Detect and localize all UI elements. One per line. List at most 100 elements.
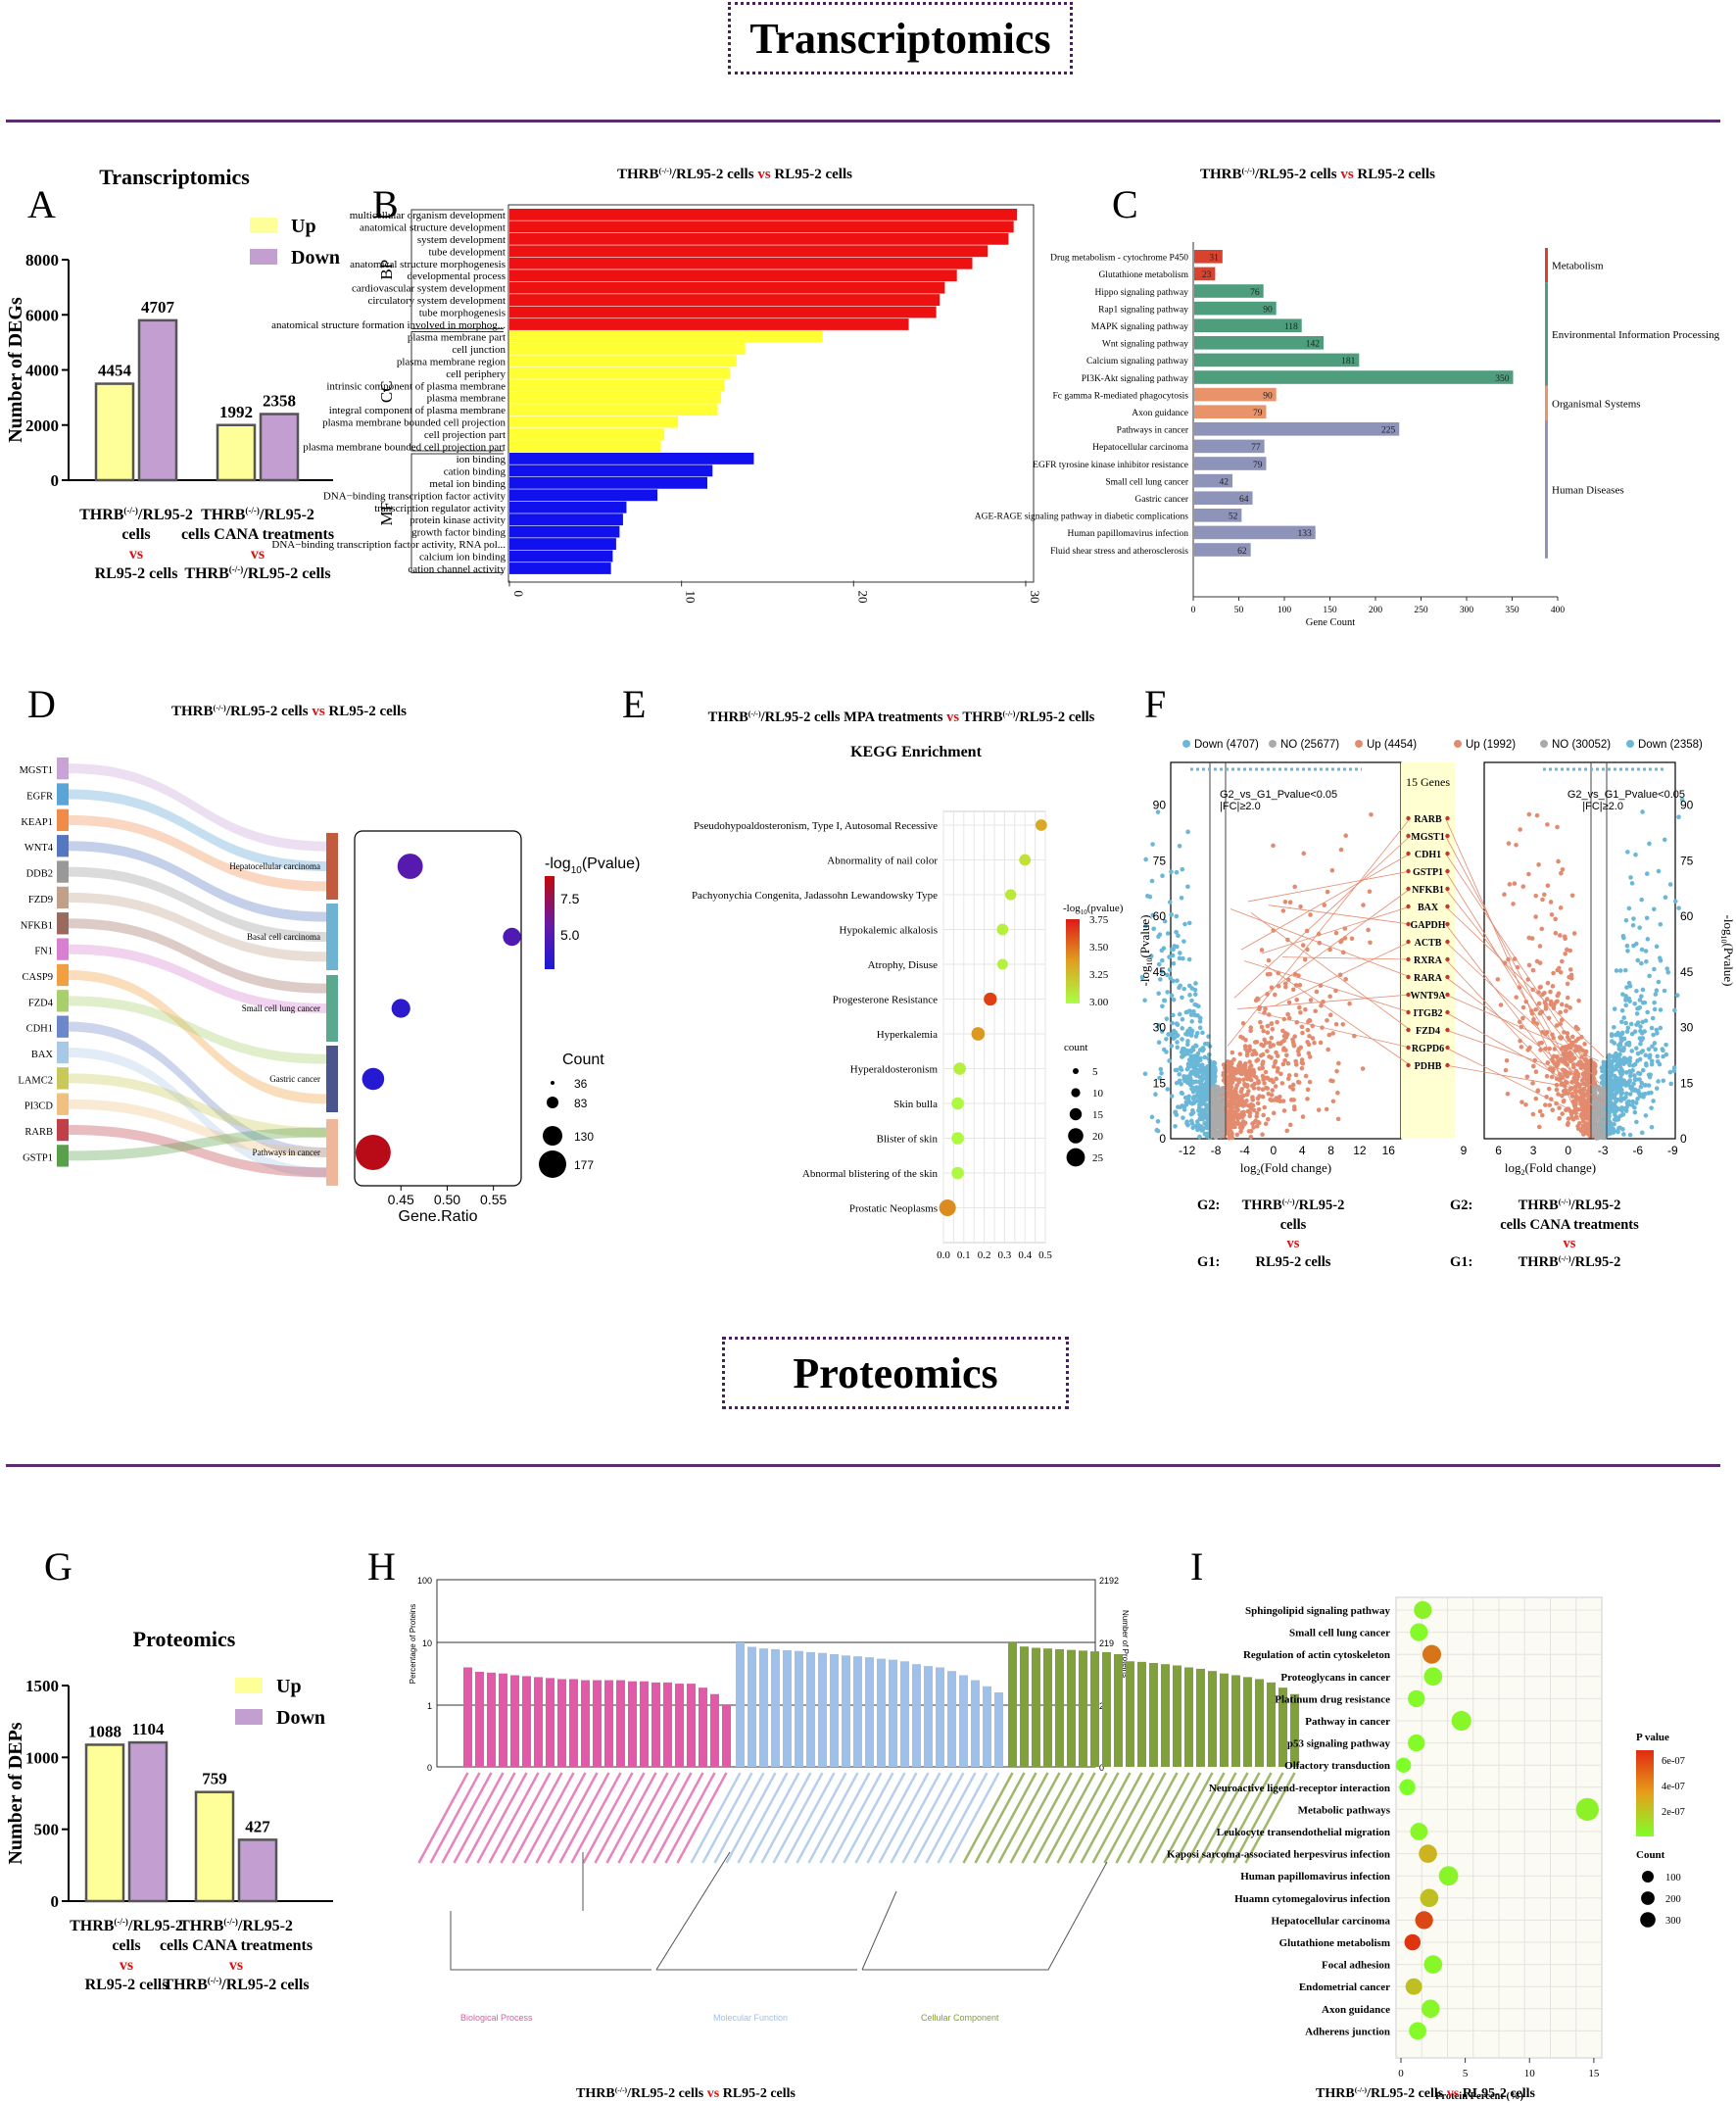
volcano-point — [1639, 897, 1644, 903]
category-label: Organismal Systems — [1552, 398, 1641, 410]
term-label: Pathway in cancer — [1305, 1716, 1390, 1728]
x-tick-label: 0.2 — [978, 1249, 991, 1261]
volcano-point — [1188, 1118, 1194, 1124]
volcano-point — [1540, 992, 1546, 998]
volcano-point — [1156, 934, 1161, 939]
volcano-point — [1526, 871, 1531, 877]
volcano-point — [1281, 1038, 1286, 1044]
term-label-mark — [713, 1772, 765, 1864]
group-label-line1: THRB(-/-)/RL95-2 — [179, 1917, 293, 1934]
volcano-point — [1167, 1058, 1172, 1063]
term-label-mark — [725, 1772, 777, 1864]
volcano-point — [1658, 921, 1664, 927]
kegg-bar — [1194, 422, 1400, 436]
volcano-point — [1239, 1126, 1244, 1131]
bubble-point — [1399, 1779, 1416, 1796]
term-label-mark — [1021, 1772, 1073, 1864]
gene-label: CASP9 — [22, 972, 53, 983]
volcano-point — [1635, 1097, 1640, 1101]
volcano-point — [1649, 1105, 1654, 1110]
volcano-point-ns — [1219, 1096, 1224, 1100]
volcano-point — [1181, 1052, 1187, 1057]
volcano-point-ns — [1217, 1089, 1222, 1094]
volcano-point — [1169, 1094, 1175, 1099]
proteomics-title: Proteomics — [793, 1348, 998, 1397]
dot-point — [996, 958, 1008, 970]
volcano-point — [1184, 1119, 1189, 1124]
volcano-point — [1567, 948, 1573, 954]
term-label-mark — [676, 1772, 728, 1864]
y-tick-label-left: 15 — [1153, 1076, 1167, 1090]
volcano-point — [1143, 923, 1148, 929]
group-label-line1: THRB(-/-)/RL95-2 — [79, 506, 193, 523]
volcano-point — [1583, 1056, 1588, 1062]
volcano-point — [1184, 1066, 1190, 1072]
volcano-point — [1237, 1060, 1243, 1065]
x-tick-label-left: 0 — [1270, 1144, 1277, 1157]
volcano-point — [1573, 1089, 1579, 1094]
gene-label: LAMC2 — [18, 1075, 53, 1086]
volcano-point — [1269, 1077, 1275, 1083]
kegg-bar — [1194, 284, 1264, 298]
term-label-mark — [1127, 1772, 1179, 1864]
volcano-point — [1361, 903, 1366, 907]
kegg-bar — [1194, 543, 1251, 557]
group-label-vs: vs — [251, 546, 265, 562]
term-label-mark — [937, 1772, 989, 1864]
bubble-point — [1395, 1757, 1412, 1773]
volcano-point — [1327, 947, 1332, 953]
volcano-point — [1545, 822, 1550, 827]
term-label: Hyperaldosteronism — [850, 1064, 939, 1076]
volcano-point — [1576, 1096, 1581, 1101]
term-label: Focal adhesion — [1322, 1960, 1390, 1972]
volcano-point — [1629, 1084, 1635, 1090]
go-bar — [1114, 1653, 1123, 1767]
volcano-point — [1211, 1070, 1216, 1076]
kegg-term-label: Drug metabolism - cytochrome P450 — [1050, 254, 1188, 264]
volcano-point — [1273, 1084, 1278, 1089]
volcano-point — [1271, 1110, 1277, 1116]
volcano-point — [1557, 1035, 1563, 1040]
volcano-point — [1662, 988, 1667, 994]
volcano-point — [1159, 957, 1165, 963]
sankey-flow — [69, 1048, 326, 1178]
color-legend-tick: 3.00 — [1089, 997, 1109, 1008]
group-label-line2: cells — [121, 526, 150, 543]
size-legend-label: 130 — [574, 1130, 594, 1144]
go-bar — [509, 391, 722, 404]
volcano-point — [1263, 1069, 1269, 1075]
volcano-point — [1627, 1132, 1633, 1138]
size-legend-label: 36 — [574, 1077, 588, 1091]
disease-node — [326, 904, 338, 970]
volcano-point — [1262, 1104, 1268, 1110]
size-legend-title: count — [1064, 1042, 1087, 1053]
volcano-point — [1281, 1016, 1287, 1022]
kegg-bar — [1194, 439, 1265, 454]
x-tick-label: 15 — [1588, 2068, 1600, 2079]
dot-point — [362, 1067, 385, 1091]
dot-point — [951, 1097, 964, 1110]
kegg-bar-value: 62 — [1237, 547, 1247, 557]
x-tick-label: 0.55 — [480, 1192, 506, 1207]
x-tick-label: 0.4 — [1018, 1249, 1032, 1261]
volcano-point — [1623, 994, 1628, 999]
volcano-point — [1551, 970, 1556, 976]
volcano-point — [1191, 1066, 1197, 1071]
volcano-point — [1623, 1108, 1629, 1113]
dot-point — [996, 923, 1009, 936]
volcano-point — [1511, 902, 1516, 906]
volcano-point — [1615, 1085, 1619, 1091]
volcano-point — [1657, 1061, 1663, 1067]
volcano-point — [1656, 979, 1662, 985]
panel-c-chart: THRB(-/-)/RL95-2 cells vs RL95-2 cells31… — [975, 167, 1720, 628]
y-tick-label: 1000 — [25, 1748, 59, 1767]
volcano-point — [1608, 1099, 1613, 1104]
volcano-point — [1187, 993, 1192, 998]
volcano-point — [1285, 1076, 1291, 1082]
volcano-point — [1570, 1062, 1576, 1067]
term-label-mark — [1009, 1772, 1061, 1864]
volcano-point — [1174, 1080, 1180, 1086]
color-legend-bar — [1066, 919, 1080, 1003]
volcano-point — [1563, 936, 1567, 942]
